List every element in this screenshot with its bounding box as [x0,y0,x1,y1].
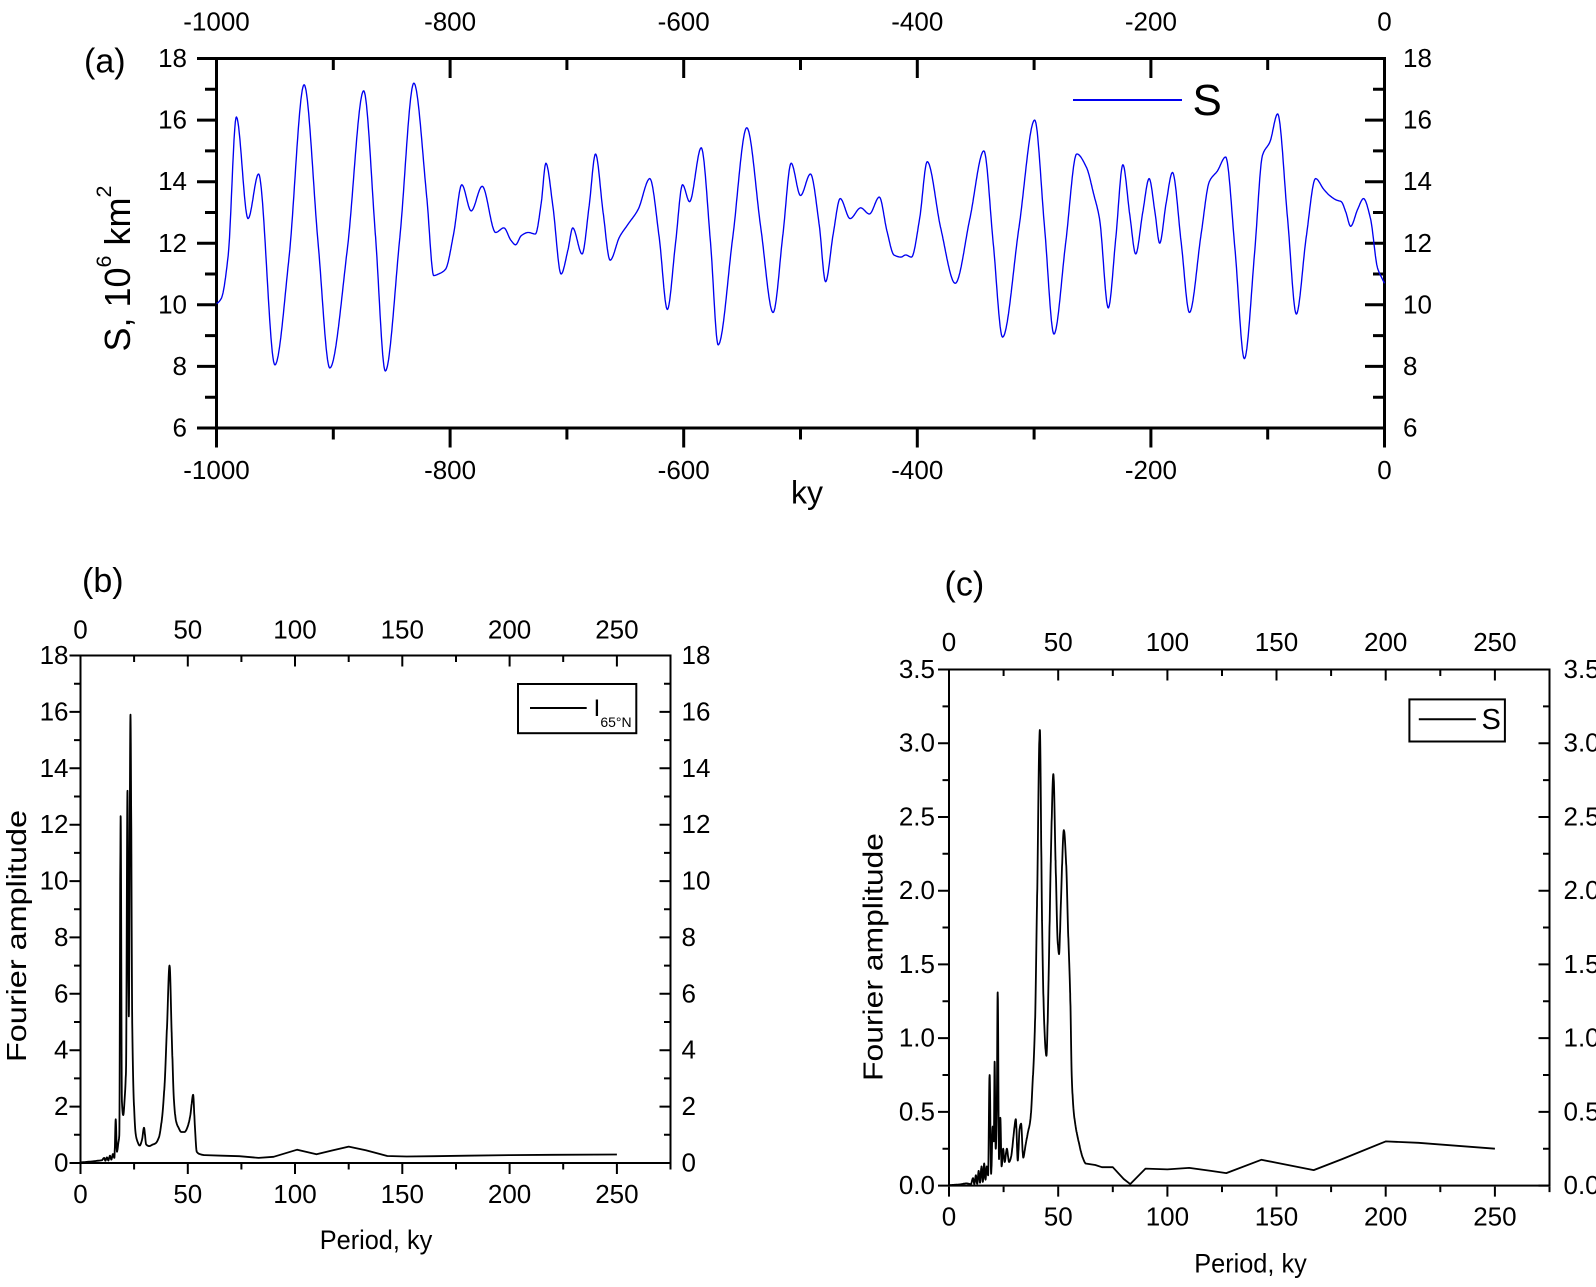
svg-text:-600: -600 [658,7,710,37]
svg-text:0.0: 0.0 [899,1170,935,1200]
svg-text:6: 6 [682,978,696,1008]
svg-text:-200: -200 [1125,455,1177,485]
svg-text:14: 14 [40,753,69,783]
svg-text:3.0: 3.0 [899,728,935,758]
svg-text:2.5: 2.5 [899,802,935,832]
svg-text:2.0: 2.0 [1564,875,1596,905]
svg-text:250: 250 [1473,627,1516,657]
svg-text:16: 16 [682,696,711,726]
svg-text:12: 12 [40,809,69,839]
svg-text:(c): (c) [945,566,985,604]
svg-text:100: 100 [1146,627,1189,657]
svg-text:150: 150 [381,1179,424,1209]
svg-text:2: 2 [54,1091,68,1121]
svg-text:-400: -400 [891,7,943,37]
svg-text:8: 8 [1403,351,1417,381]
svg-text:200: 200 [488,615,531,645]
svg-text:18: 18 [40,640,69,670]
svg-text:250: 250 [595,615,638,645]
svg-text:2: 2 [682,1091,696,1121]
svg-text:0: 0 [73,615,87,645]
svg-text:-1000: -1000 [183,7,250,37]
svg-text:S, 106 km2: S, 106 km2 [92,186,138,352]
svg-text:200: 200 [1364,1202,1407,1232]
svg-text:14: 14 [682,753,711,783]
svg-text:18: 18 [1403,43,1432,73]
svg-text:16: 16 [1403,105,1432,135]
svg-text:0.5: 0.5 [1564,1096,1596,1126]
svg-text:Fourier amplitude: Fourier amplitude [858,833,889,1081]
svg-text:1.0: 1.0 [899,1023,935,1053]
svg-text:200: 200 [1364,627,1407,657]
svg-text:200: 200 [488,1179,531,1209]
svg-text:10: 10 [682,866,711,896]
svg-text:18: 18 [682,640,711,670]
svg-text:0: 0 [1377,7,1391,37]
svg-text:50: 50 [1044,627,1073,657]
svg-text:0: 0 [682,1148,696,1178]
svg-text:S: S [1482,704,1501,736]
svg-text:0: 0 [1377,455,1391,485]
svg-text:0: 0 [942,627,956,657]
svg-text:100: 100 [1146,1202,1189,1232]
svg-text:ky: ky [791,475,823,511]
svg-text:Period, ky: Period, ky [1194,1249,1307,1279]
svg-text:0: 0 [942,1202,956,1232]
svg-text:0.0: 0.0 [1564,1170,1596,1200]
svg-text:8: 8 [173,351,187,381]
svg-text:S: S [1193,76,1222,125]
svg-text:8: 8 [682,922,696,952]
svg-text:2.0: 2.0 [899,875,935,905]
svg-text:50: 50 [173,1179,202,1209]
svg-text:12: 12 [158,228,187,258]
svg-text:3.5: 3.5 [899,654,935,684]
svg-text:1.0: 1.0 [1564,1023,1596,1053]
svg-text:0.5: 0.5 [899,1096,935,1126]
svg-text:150: 150 [381,615,424,645]
svg-text:14: 14 [158,166,187,196]
svg-text:16: 16 [40,696,69,726]
svg-text:6: 6 [173,413,187,443]
svg-text:12: 12 [682,809,711,839]
svg-text:0: 0 [54,1148,68,1178]
svg-text:100: 100 [273,615,316,645]
svg-text:50: 50 [1044,1202,1073,1232]
svg-text:10: 10 [158,289,187,319]
svg-text:10: 10 [40,866,69,896]
svg-text:3.5: 3.5 [1564,654,1596,684]
svg-text:-600: -600 [658,455,710,485]
svg-text:-200: -200 [1125,7,1177,37]
svg-text:4: 4 [682,1035,696,1065]
svg-text:12: 12 [1403,228,1432,258]
svg-text:Fourier amplitude: Fourier amplitude [1,810,32,1062]
svg-text:3.0: 3.0 [1564,728,1596,758]
svg-text:14: 14 [1403,166,1432,196]
svg-text:2.5: 2.5 [1564,802,1596,832]
svg-text:Period, ky: Period, ky [320,1225,433,1255]
svg-text:(a): (a) [84,43,126,81]
svg-text:6: 6 [1403,413,1417,443]
svg-text:150: 150 [1255,1202,1298,1232]
svg-text:-800: -800 [424,455,476,485]
svg-text:6: 6 [54,978,68,1008]
svg-text:-800: -800 [424,7,476,37]
svg-text:10: 10 [1403,289,1432,319]
svg-text:-400: -400 [891,455,943,485]
svg-text:250: 250 [595,1179,638,1209]
svg-text:(b): (b) [82,562,124,600]
svg-text:250: 250 [1473,1202,1516,1232]
svg-text:150: 150 [1255,627,1298,657]
svg-text:1.5: 1.5 [1564,949,1596,979]
svg-text:16: 16 [158,105,187,135]
svg-text:18: 18 [158,43,187,73]
svg-text:4: 4 [54,1035,68,1065]
svg-text:0: 0 [73,1179,87,1209]
svg-text:1.5: 1.5 [899,949,935,979]
svg-text:100: 100 [273,1179,316,1209]
svg-text:50: 50 [173,615,202,645]
svg-text:-1000: -1000 [183,455,250,485]
svg-text:8: 8 [54,922,68,952]
